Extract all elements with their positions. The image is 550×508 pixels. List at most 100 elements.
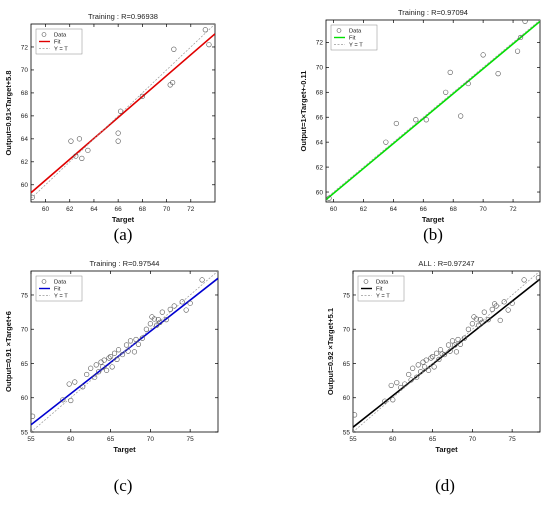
- x-tick-label: 72: [187, 206, 195, 213]
- y-tick-label: 65: [21, 361, 29, 368]
- x-tick-label: 66: [115, 206, 123, 213]
- y-tick-label: 66: [21, 113, 29, 120]
- y-axis-label: Output=1×Target+-0.11: [299, 71, 308, 152]
- data-point: [431, 364, 437, 370]
- legend-marker-data: [363, 279, 369, 284]
- x-tick-label: 64: [90, 206, 98, 213]
- panel-label: (d): [435, 476, 455, 495]
- y-tick-label: 60: [21, 395, 29, 402]
- data-point: [517, 34, 524, 41]
- data-point: [453, 349, 460, 355]
- plot-content: [31, 271, 218, 432]
- data-point: [477, 317, 483, 323]
- data-point: [353, 412, 358, 418]
- data-point: [458, 113, 464, 119]
- legend-label: Data: [376, 280, 389, 286]
- data-point: [66, 381, 72, 387]
- x-tick-label: 72: [509, 206, 517, 213]
- data-point: [123, 342, 130, 348]
- data-point: [80, 384, 86, 390]
- data-point: [457, 341, 464, 347]
- data-point: [139, 335, 146, 341]
- data-point: [423, 357, 429, 363]
- data-point: [154, 322, 160, 328]
- data-point: [428, 355, 434, 361]
- y-tick-label: 70: [21, 327, 29, 334]
- data-point: [410, 365, 416, 371]
- data-point: [449, 338, 456, 344]
- legend-label: Y = T: [54, 47, 68, 53]
- y-tick-label: 60: [21, 182, 29, 189]
- data-point: [92, 374, 98, 380]
- data-point: [109, 364, 115, 370]
- x-tick-label: 55: [349, 436, 357, 443]
- data-point: [170, 79, 176, 86]
- data-point: [163, 317, 169, 323]
- data-point: [143, 326, 149, 332]
- data-point: [489, 306, 495, 312]
- y-tick-label: 68: [316, 90, 324, 97]
- data-point: [167, 306, 173, 312]
- data-point: [398, 384, 404, 391]
- data-point: [473, 316, 479, 322]
- chart-title: Training : R=0.97544: [90, 259, 160, 268]
- y-tick-label: 64: [21, 136, 29, 143]
- x-tick-label: 55: [27, 436, 35, 443]
- data-point: [72, 379, 78, 385]
- x-tick-label: 75: [509, 436, 517, 443]
- legend-marker-data: [41, 279, 47, 284]
- data-point: [119, 351, 126, 358]
- data-point: [402, 381, 408, 387]
- y-tick-label: 72: [316, 40, 324, 47]
- data-point: [151, 316, 157, 322]
- data-point: [76, 136, 83, 142]
- plot-content: [31, 24, 215, 201]
- identity-line: [353, 271, 540, 432]
- data-point: [88, 365, 94, 371]
- y-tick-label: 70: [343, 327, 351, 334]
- data-point: [115, 138, 121, 144]
- data-point: [96, 369, 102, 375]
- legend-label: Fit: [376, 287, 383, 293]
- data-point: [423, 117, 429, 123]
- data-point: [514, 48, 521, 54]
- data-point: [476, 322, 482, 328]
- legend-label: Fit: [54, 287, 61, 293]
- data-point: [429, 354, 436, 360]
- x-tick-label: 70: [480, 206, 488, 213]
- x-axis-label: Target: [112, 215, 135, 224]
- legend-label: Fit: [349, 36, 356, 42]
- y-tick-label: 62: [21, 159, 29, 166]
- x-tick-label: 70: [163, 206, 171, 213]
- legend-label: Data: [54, 280, 67, 286]
- data-point: [73, 153, 79, 159]
- y-axis-label: Output=0.92 ×Target+5.1: [326, 308, 335, 395]
- data-point: [521, 277, 527, 283]
- x-axis-label: Target: [113, 445, 136, 454]
- legend-marker-data: [336, 28, 342, 33]
- y-tick-label: 66: [316, 115, 324, 122]
- x-tick-label: 66: [420, 206, 428, 213]
- data-point: [388, 382, 394, 389]
- data-point: [31, 413, 36, 419]
- data-point: [382, 398, 388, 404]
- x-tick-label: 75: [187, 436, 195, 443]
- x-tick-label: 64: [390, 206, 398, 213]
- y-tick-label: 70: [21, 67, 29, 74]
- data-point: [501, 299, 507, 305]
- y-tick-label: 60: [316, 189, 324, 196]
- panel-label: (c): [114, 476, 133, 495]
- y-tick-label: 70: [316, 65, 324, 72]
- data-point: [469, 321, 475, 327]
- data-point: [465, 326, 471, 332]
- data-point: [406, 371, 412, 378]
- panel-label: (b): [423, 225, 443, 244]
- data-point: [425, 367, 432, 373]
- data-point: [447, 69, 453, 75]
- x-tick-label: 60: [330, 206, 338, 213]
- data-point: [455, 336, 461, 343]
- data-point: [100, 364, 106, 370]
